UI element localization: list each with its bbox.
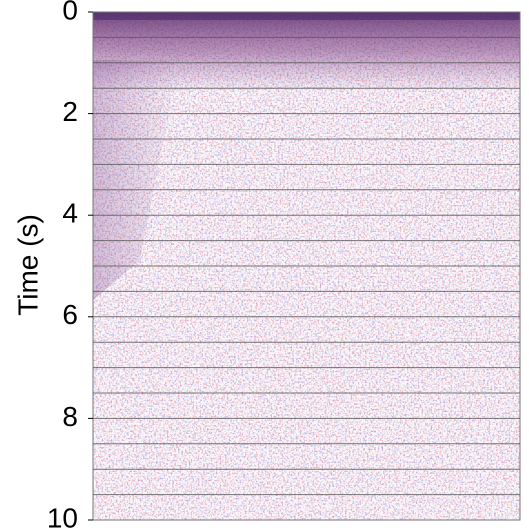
y-tick-label: 0 xyxy=(62,0,78,25)
y-axis-label: Time (s) xyxy=(12,214,43,316)
y-tick-label: 10 xyxy=(47,502,78,532)
y-tick-label: 4 xyxy=(62,198,78,229)
y-tick-label: 2 xyxy=(62,96,78,127)
y-tick-label: 6 xyxy=(62,299,78,330)
y-tick-label: 8 xyxy=(62,401,78,432)
